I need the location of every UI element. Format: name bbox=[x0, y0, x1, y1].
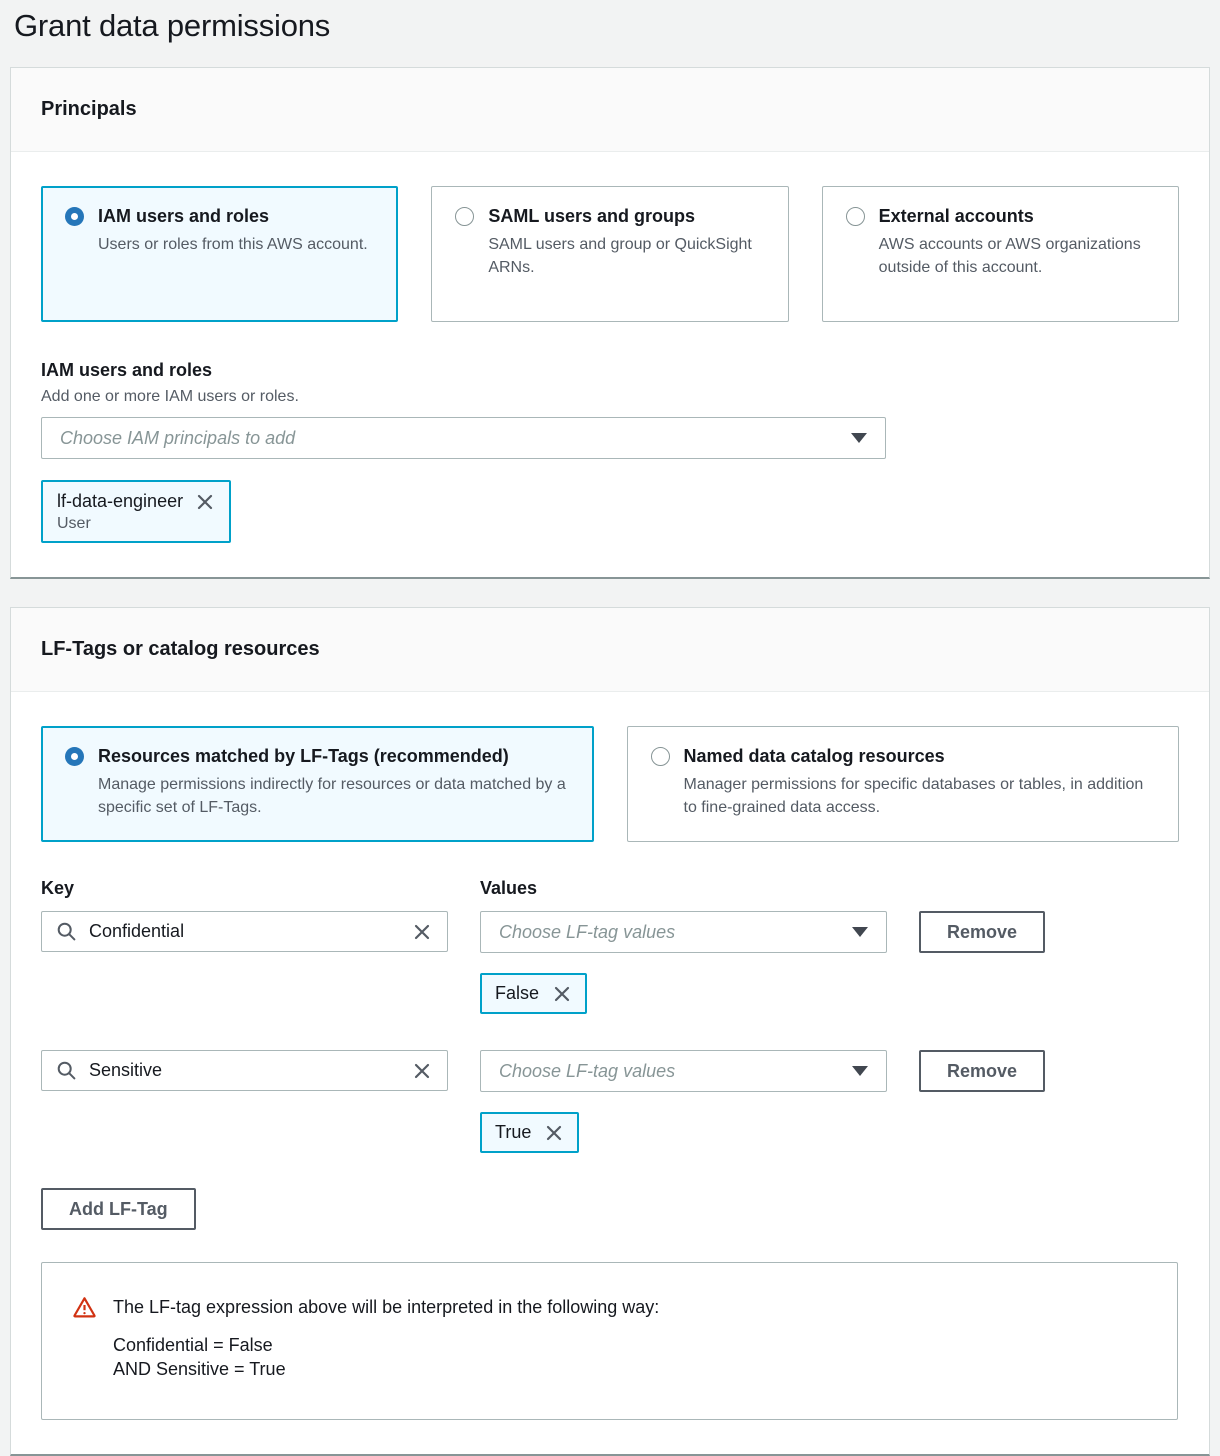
tile-label: Resources matched by LF-Tags (recommende… bbox=[98, 746, 509, 766]
principals-card: Principals IAM users and roles Users or … bbox=[10, 67, 1210, 579]
caret-down-icon bbox=[852, 1066, 868, 1076]
lf-tag-row: Choose LF-tag values Remove bbox=[41, 1050, 1179, 1092]
radio-external-accounts[interactable] bbox=[845, 207, 865, 226]
dismiss-icon bbox=[195, 492, 215, 512]
iam-principals-select[interactable]: Choose IAM principals to add bbox=[41, 417, 886, 459]
iam-section-label: IAM users and roles bbox=[41, 360, 213, 380]
dismiss-icon bbox=[544, 1123, 564, 1143]
dismiss-icon bbox=[552, 984, 572, 1004]
tile-label: Named data catalog resources bbox=[683, 746, 945, 766]
iam-section-helper: Add one or more IAM users or roles. bbox=[41, 388, 299, 405]
lf-tags-heading: LF-Tags or catalog resources bbox=[41, 638, 320, 660]
page-title: Grant data permissions bbox=[14, 8, 331, 43]
tile-label: SAML users and groups bbox=[488, 206, 696, 226]
lf-tag-key-input-wrap bbox=[41, 1050, 448, 1091]
dismiss-icon bbox=[411, 1060, 433, 1082]
warning-icon bbox=[72, 1295, 97, 1381]
lf-tag-values-select[interactable]: Choose LF-tag values bbox=[480, 1050, 887, 1092]
add-lf-tag-button[interactable]: Add LF-Tag bbox=[41, 1188, 196, 1230]
lf-tag-key-input-wrap bbox=[41, 911, 448, 952]
key-column-label: Key bbox=[41, 878, 75, 898]
lf-tags-card-header: LF-Tags or catalog resources bbox=[11, 608, 1209, 692]
lf-tag-value-token-label: True bbox=[495, 1122, 532, 1142]
principals-heading: Principals bbox=[41, 98, 137, 120]
caret-down-icon bbox=[852, 927, 868, 937]
warning-expression-line: AND Sensitive = True bbox=[113, 1359, 286, 1379]
remove-value-token-button[interactable] bbox=[544, 1123, 564, 1143]
radio-resources-matched-by-lf-tags[interactable] bbox=[65, 747, 84, 766]
lf-tag-key-input[interactable] bbox=[89, 1060, 399, 1081]
tile-saml-users-and-groups[interactable]: SAML users and groups SAML users and gro… bbox=[431, 186, 789, 322]
lf-tag-row: Choose LF-tag values Remove bbox=[41, 911, 1179, 953]
dismiss-icon bbox=[411, 921, 433, 943]
lf-tag-expression-warning: The LF-tag expression above will be inte… bbox=[41, 1262, 1178, 1420]
principal-token: lf-data-engineer User bbox=[41, 480, 232, 543]
clear-key-button[interactable] bbox=[411, 1060, 433, 1082]
tile-description: SAML users and group or QuickSight ARNs. bbox=[488, 236, 752, 276]
tile-description: Users or roles from this AWS account. bbox=[98, 236, 368, 253]
lf-tag-value-token: True bbox=[480, 1112, 580, 1153]
lf-tag-value-token: False bbox=[480, 973, 588, 1014]
clear-key-button[interactable] bbox=[411, 921, 433, 943]
tile-description: AWS accounts or AWS organizations outsid… bbox=[878, 236, 1141, 276]
lf-tag-value-token-label: False bbox=[495, 983, 540, 1003]
principal-token-type: User bbox=[57, 515, 91, 532]
warning-message: The LF-tag expression above will be inte… bbox=[113, 1297, 660, 1317]
lf-tags-card: LF-Tags or catalog resources Resources m… bbox=[10, 607, 1210, 1456]
lf-tag-key-input[interactable] bbox=[89, 921, 399, 942]
tile-resources-matched-by-lf-tags[interactable]: Resources matched by LF-Tags (recommende… bbox=[41, 726, 594, 842]
caret-down-icon bbox=[851, 433, 867, 443]
principal-token-name: lf-data-engineer bbox=[57, 491, 184, 511]
remove-lf-tag-button[interactable]: Remove bbox=[919, 1050, 1046, 1092]
principals-card-header: Principals bbox=[11, 68, 1209, 152]
lf-tag-values-placeholder: Choose LF-tag values bbox=[499, 921, 676, 942]
principal-type-tiles: IAM users and roles Users or roles from … bbox=[41, 186, 1179, 322]
tile-named-data-catalog-resources[interactable]: Named data catalog resources Manager per… bbox=[626, 726, 1179, 842]
values-column-label: Values bbox=[480, 878, 538, 898]
remove-lf-tag-button[interactable]: Remove bbox=[919, 911, 1046, 953]
tile-description: Manage permissions indirectly for resour… bbox=[98, 776, 566, 816]
tile-label: IAM users and roles bbox=[98, 206, 270, 226]
iam-principals-select-placeholder: Choose IAM principals to add bbox=[60, 427, 296, 448]
remove-principal-token-button[interactable] bbox=[195, 492, 215, 512]
tile-description: Manager permissions for specific databas… bbox=[683, 776, 1144, 816]
radio-saml-users-and-groups[interactable] bbox=[455, 207, 475, 226]
lf-tag-values-placeholder: Choose LF-tag values bbox=[499, 1060, 676, 1081]
radio-named-data-catalog-resources[interactable] bbox=[650, 747, 670, 766]
lf-tag-values-select[interactable]: Choose LF-tag values bbox=[480, 911, 887, 953]
radio-iam-users-and-roles[interactable] bbox=[65, 207, 84, 226]
tile-external-accounts[interactable]: External accounts AWS accounts or AWS or… bbox=[821, 186, 1179, 322]
warning-expression-line: Confidential = False bbox=[113, 1335, 273, 1355]
remove-value-token-button[interactable] bbox=[552, 984, 572, 1004]
search-icon bbox=[56, 1060, 77, 1081]
search-icon bbox=[56, 921, 77, 942]
resource-type-tiles: Resources matched by LF-Tags (recommende… bbox=[41, 726, 1179, 842]
tile-iam-users-and-roles[interactable]: IAM users and roles Users or roles from … bbox=[41, 186, 399, 322]
tile-label: External accounts bbox=[878, 206, 1034, 226]
